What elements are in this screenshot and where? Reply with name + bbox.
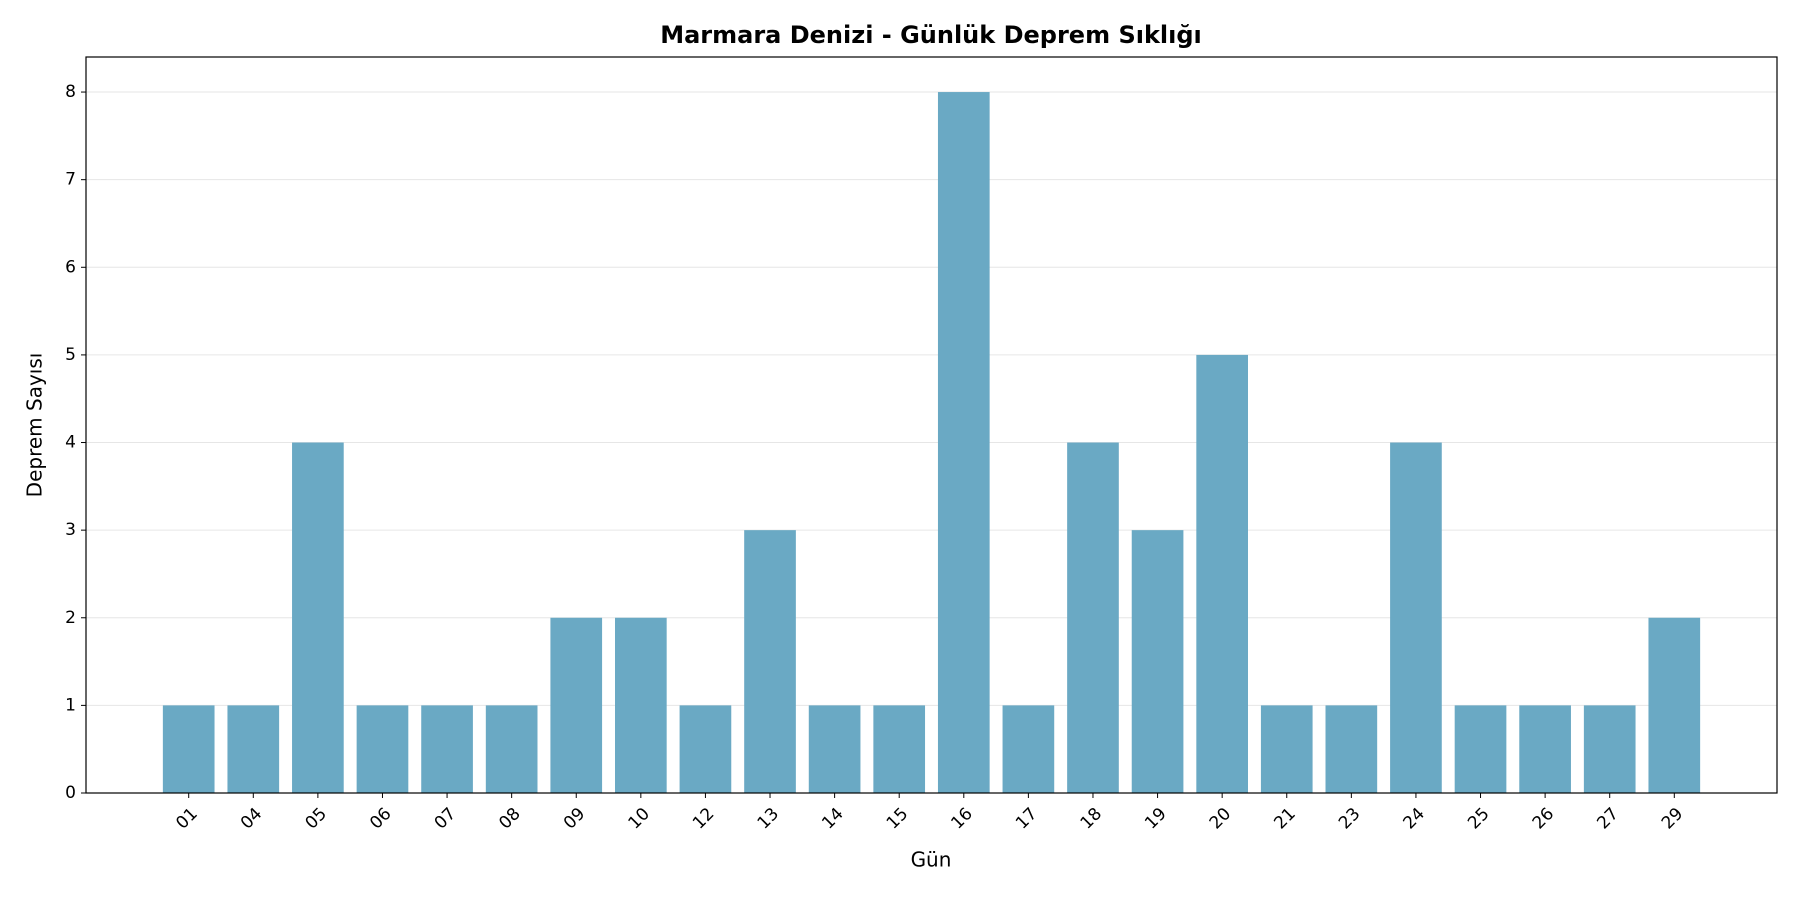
- y-tick-label: 7: [65, 170, 76, 190]
- y-axis-label: Deprem Sayısı: [23, 353, 47, 498]
- bar: [550, 617, 603, 793]
- y-tick-label: 3: [65, 520, 76, 540]
- bar: [873, 705, 926, 793]
- bar: [1648, 617, 1701, 793]
- chart-title: Marmara Denizi - Günlük Deprem Sıklığı: [660, 21, 1202, 49]
- y-tick-label: 8: [65, 82, 76, 102]
- y-tick-label: 5: [65, 345, 76, 365]
- bar: [1067, 442, 1119, 793]
- bar: [1260, 705, 1313, 793]
- bar: [421, 705, 473, 793]
- bar: [744, 530, 796, 793]
- bar: [1131, 530, 1184, 793]
- bar: [1390, 442, 1442, 793]
- bar: [1325, 705, 1378, 793]
- bar: [615, 617, 667, 793]
- bar: [227, 705, 280, 793]
- bar: [679, 705, 732, 793]
- bar: [937, 92, 990, 794]
- bar: [485, 705, 538, 793]
- bar: [292, 442, 344, 793]
- bar: [808, 705, 861, 793]
- y-tick-label: 0: [65, 783, 76, 803]
- bar: [1196, 354, 1248, 793]
- x-axis-label: Gün: [911, 848, 952, 872]
- y-tick-label: 2: [65, 608, 76, 628]
- y-tick-label: 4: [65, 433, 76, 453]
- bar: [1002, 705, 1055, 793]
- bar: [1519, 705, 1571, 793]
- bar: [1454, 705, 1507, 793]
- bar: [356, 705, 409, 793]
- y-tick-label: 6: [65, 257, 76, 277]
- bar: [162, 705, 215, 793]
- y-tick-label: 1: [65, 695, 76, 715]
- plot-frame: [85, 56, 1778, 794]
- bar: [1583, 705, 1636, 793]
